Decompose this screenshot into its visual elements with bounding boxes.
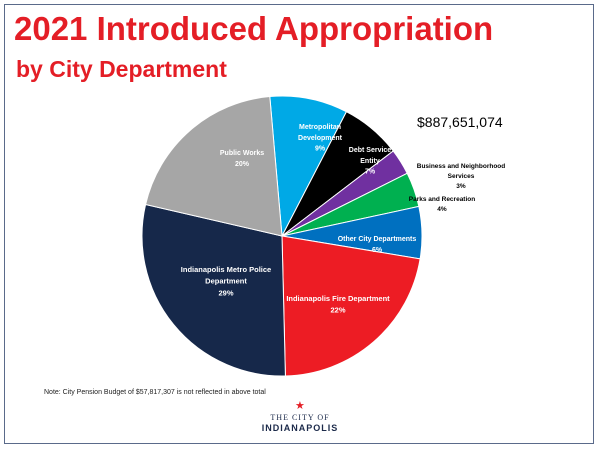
slice-label-public-works: Public Works 20% [220,150,264,168]
slice-label-business-and-neighborhood-services: Business and Neighborhood Services 3% [417,163,506,190]
city-logo: ★ THE CITY OF INDIANAPOLIS [255,401,345,437]
pie-slice-indianapolis-fire-department [281,235,421,377]
logo-line-2: INDIANAPOLIS [261,423,339,433]
slice-label-indianapolis-fire-department: Indianapolis Fire Department 22% [286,294,390,315]
pension-note: Note: City Pension Budget of $57,817,307… [44,389,266,396]
chart-title: 2021 Introduced Appropriation [14,10,494,47]
chart-subtitle: by City Department [16,56,227,82]
pie-slice-metropolitan-development [269,95,348,238]
pie-slice-public-works [144,95,283,237]
slice-label-parks-and-recreation: Parks and Recreation 4% [409,196,476,213]
slice-label-indianapolis-metro-police-department: Indianapolis Metro Police Department 29% [181,265,271,297]
slice-label-debt-service-entity: Debt Service Entity 7% [349,147,392,176]
total-amount: $887,651,074 [417,114,503,130]
pie-slice-indianapolis-metro-police-department [141,203,286,377]
slice-label-other-city-departments: Other City Departments 6% [338,236,417,254]
logo-line-1: THE CITY OF [270,413,330,422]
slice-label-metropolitan-development: Metropolitan Development 9% [298,124,343,153]
star-icon: ★ [295,400,305,412]
